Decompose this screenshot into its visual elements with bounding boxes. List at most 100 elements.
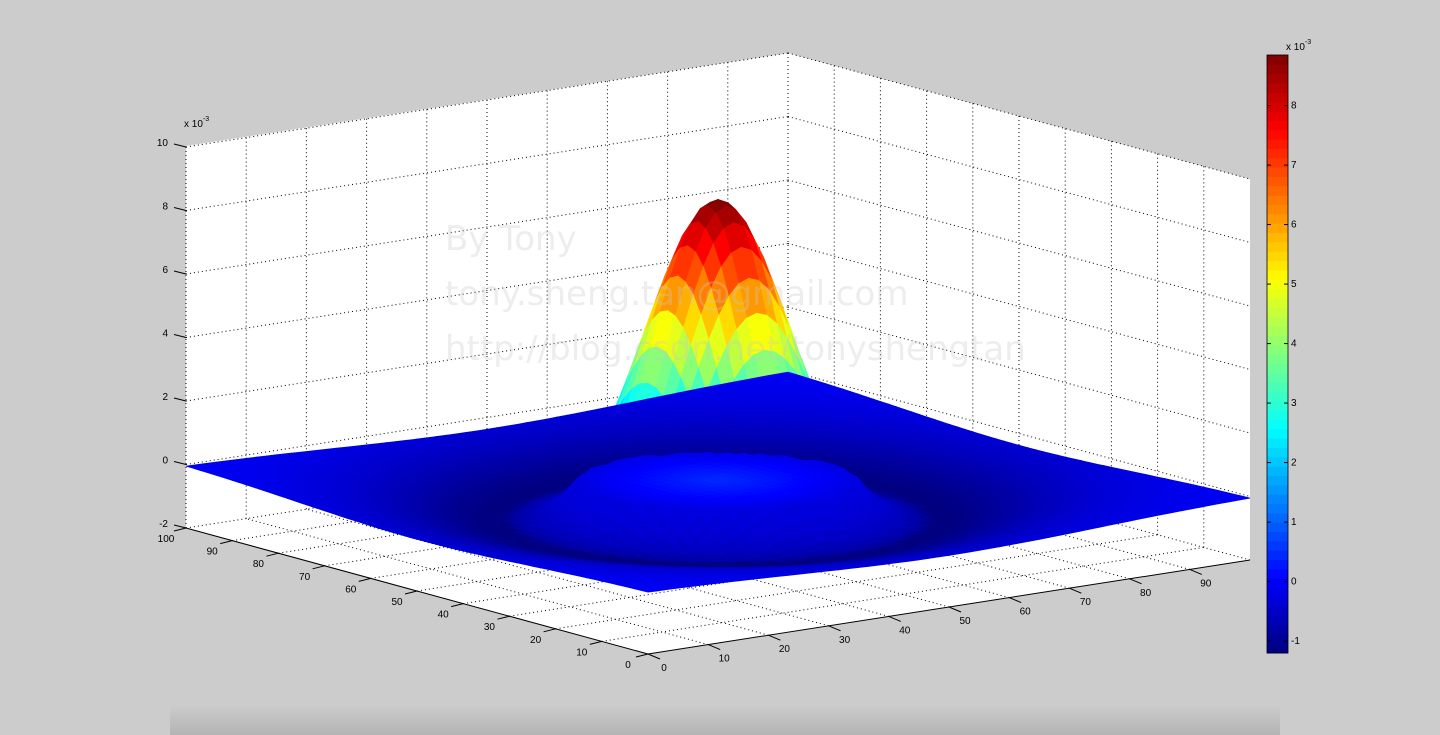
colorbar-band (1267, 615, 1288, 626)
z-tick-label: 10 (157, 138, 169, 149)
colorbar-band (1267, 503, 1288, 514)
watermark-line-1: By Tony (445, 219, 577, 259)
colorbar-band (1267, 428, 1288, 439)
colorbar-band (1267, 176, 1288, 187)
colorbar-tick-label: -1 (1291, 636, 1300, 647)
colorbar-band (1267, 129, 1288, 140)
colorbar-band (1267, 410, 1288, 420)
y-tick-label: 0 (625, 660, 631, 671)
x-tick-label: 90 (1200, 578, 1212, 589)
colorbar-band (1267, 531, 1288, 542)
colorbar-band (1267, 540, 1288, 551)
y-tick-label: 60 (345, 584, 357, 595)
wall-gridline-z (185, 306, 789, 402)
colorbar-tick-label: 2 (1291, 458, 1297, 469)
colorbar-exponent-base: x 10 (1286, 42, 1305, 53)
x-tick-label: 80 (1140, 588, 1152, 599)
colorbar-band (1267, 624, 1288, 635)
x-tick-label: 60 (1020, 607, 1032, 618)
y-tick-label: 30 (484, 622, 496, 633)
colorbar-band (1267, 148, 1288, 159)
x-tick-label: 0 (661, 663, 667, 674)
z-tick-label: 6 (162, 265, 168, 276)
colorbar-band (1267, 157, 1288, 168)
y-tick-label: 40 (438, 610, 450, 621)
y-tick-label: 80 (253, 559, 265, 570)
colorbar-band (1267, 92, 1288, 103)
colorbar-band (1267, 139, 1288, 149)
colorbar-exponent-power: -3 (1305, 39, 1311, 46)
colorbar-band (1267, 354, 1288, 364)
y-tick-label: 70 (299, 572, 311, 583)
colorbar-tick-label: 7 (1291, 160, 1297, 171)
colorbar-band (1267, 559, 1288, 570)
x-tick-label: 10 (719, 654, 731, 665)
x-tick-label: 40 (899, 625, 911, 636)
colorbar-band (1267, 167, 1288, 177)
wall-gridline-z (185, 52, 789, 148)
colorbar-band (1267, 372, 1288, 383)
colorbar-tick-label: 0 (1291, 577, 1297, 588)
z-tick-label: 4 (162, 329, 168, 340)
colorbar-band (1267, 550, 1288, 561)
colorbar-band (1267, 568, 1288, 579)
colorbar-band (1267, 260, 1288, 271)
x-tick-label: 70 (1080, 597, 1092, 608)
colorbar-band (1267, 101, 1288, 112)
colorbar-band (1267, 83, 1288, 93)
colorbar-band (1267, 297, 1288, 308)
colorbar-band (1267, 232, 1288, 243)
colorbar-band (1267, 269, 1288, 280)
colorbar-band (1267, 213, 1288, 224)
y-tick-label: 90 (207, 547, 219, 558)
colorbar-band (1267, 606, 1288, 617)
colorbar-band (1267, 494, 1288, 504)
colorbar-band (1267, 288, 1288, 299)
colorbar-band (1267, 251, 1288, 262)
colorbar-tick-label: 5 (1291, 279, 1297, 290)
z-tick-label: 2 (162, 392, 168, 403)
x-tick-label: 30 (839, 635, 851, 646)
colorbar-band (1267, 391, 1288, 402)
colorbar-band (1267, 382, 1288, 392)
x-tick-label: 50 (959, 616, 971, 627)
colorbar-band (1267, 587, 1288, 598)
y-tick-label: 20 (530, 635, 542, 646)
z-exponent-base: x 10 (184, 119, 203, 130)
colorbar-band (1267, 111, 1288, 121)
colorbar-band (1267, 363, 1288, 374)
colorbar-tick-label: 8 (1291, 101, 1297, 112)
colorbar-band (1267, 64, 1288, 75)
colorbar-band (1267, 241, 1288, 252)
colorbar-band (1267, 185, 1288, 196)
wall-gridline-z (185, 243, 789, 338)
colorbar-tick-label: 6 (1291, 220, 1297, 231)
wall-gridline-z (185, 179, 789, 275)
x-tick-label: 20 (779, 644, 791, 655)
colorbar-band (1267, 120, 1288, 131)
colorbar-band (1267, 325, 1288, 336)
colorbar-band (1267, 307, 1288, 318)
colorbar-band (1267, 466, 1288, 476)
wall-gridline-z (185, 116, 789, 211)
z-tick-label: 8 (162, 202, 168, 213)
colorbar-band (1267, 643, 1288, 654)
z-tick-label: -2 (159, 519, 168, 530)
colorbar-band (1267, 438, 1288, 448)
colorbar-band (1267, 419, 1288, 430)
y-tick-label: 10 (576, 647, 588, 658)
y-tick-label: 100 (158, 534, 175, 545)
floor-gridline-y (601, 546, 1204, 642)
colorbar-band (1267, 195, 1288, 205)
colorbar-band (1267, 344, 1288, 355)
colorbar-band (1267, 484, 1288, 495)
colorbar-band (1267, 634, 1288, 645)
floor-gridline-y (555, 534, 1158, 630)
colorbar-band (1267, 512, 1288, 523)
colorbar-band (1267, 316, 1288, 327)
colorbar-band (1267, 73, 1288, 84)
watermark-line-3: http://blog.csdn.net/tonyshengtan (445, 329, 1026, 369)
colorbar-band (1267, 578, 1288, 589)
colorbar-band (1267, 55, 1288, 65)
